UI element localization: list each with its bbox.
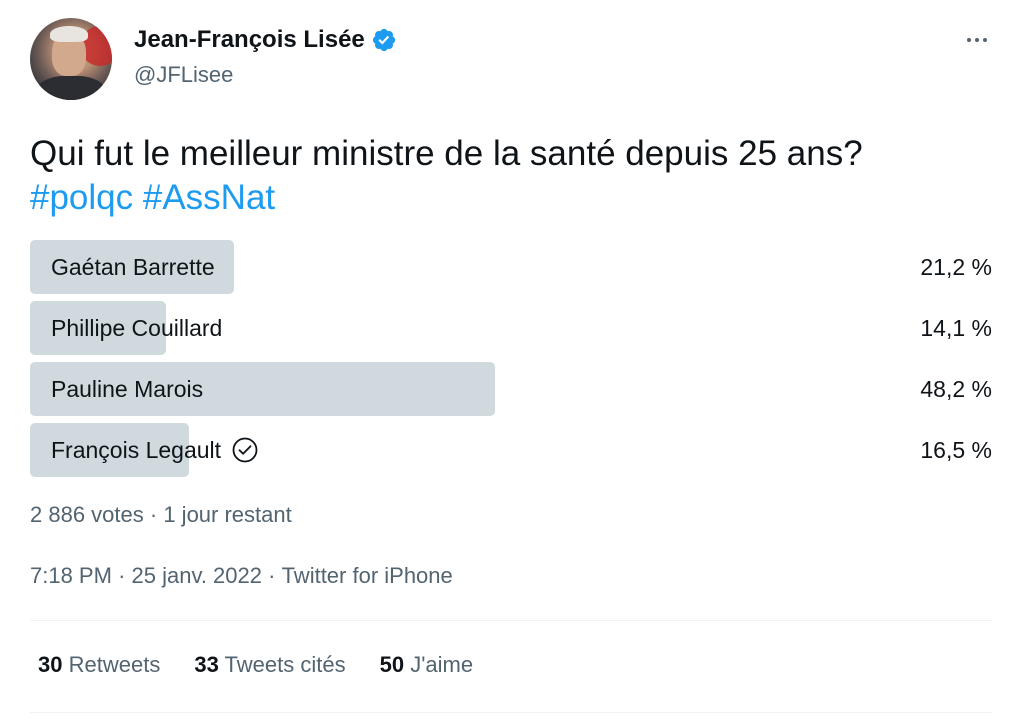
likes-count: 50	[379, 652, 405, 677]
poll-bar	[30, 240, 234, 294]
verified-badge-icon	[372, 28, 395, 52]
hashtag-assnat[interactable]: #AssNat	[142, 178, 276, 217]
quotes-count: 33	[194, 652, 219, 677]
tweet-source[interactable]: Twitter for iPhone	[281, 563, 453, 588]
poll-option-label: Pauline Marois	[51, 362, 203, 416]
poll-option-label: François Legault	[51, 423, 259, 477]
retweets-label: Retweets	[68, 652, 161, 677]
tweet-text: Qui fut le meilleur ministre de la santé…	[30, 132, 1000, 220]
hashtag-polqc[interactable]: #polqc	[30, 178, 134, 217]
poll-option-text: Gaétan Barrette	[51, 253, 215, 280]
poll-option-text: Pauline Marois	[51, 375, 204, 402]
separator: ·	[268, 563, 276, 588]
tweet-timestamp: 7:18 PM · 25 janv. 2022 · Twitter for iP…	[30, 563, 453, 589]
dot	[975, 38, 979, 42]
poll-option-label: Phillipe Couillard	[51, 301, 222, 355]
poll-option: Phillipe Couillard 14,1 %	[30, 301, 994, 355]
poll-option-percent: 14,1 %	[920, 314, 992, 341]
dot	[967, 38, 971, 42]
avatar[interactable]	[30, 18, 112, 100]
poll-option-text: François Legault	[51, 436, 222, 463]
likes-stat[interactable]: 50 J'aime	[380, 652, 474, 678]
poll-option-percent: 21,2 %	[920, 253, 992, 280]
quotes-label: Tweets cités	[224, 652, 346, 677]
avatar-suit	[36, 76, 106, 100]
checkmark-circle-icon	[232, 437, 258, 463]
author-name[interactable]: Jean-François Lisée	[134, 26, 397, 54]
author-handle[interactable]: @JFLisee	[134, 62, 234, 87]
tweet-date[interactable]: 25 janv. 2022	[131, 563, 262, 588]
likes-label: J'aime	[410, 652, 474, 677]
divider	[30, 620, 992, 621]
quote-tweets-stat[interactable]: 33 Tweets cités	[194, 652, 345, 678]
separator: ·	[118, 563, 126, 588]
poll-option-text: Phillipe Couillard	[51, 314, 223, 341]
tweet-time[interactable]: 7:18 PM	[30, 563, 112, 588]
author-name-text[interactable]: Jean-François Lisée	[134, 26, 365, 53]
poll-remaining: 1 jour restant	[163, 502, 292, 527]
separator: ·	[149, 502, 158, 527]
poll-bar	[30, 423, 189, 477]
poll-option: Gaétan Barrette 21,2 %	[30, 240, 994, 294]
dot	[983, 38, 987, 42]
avatar-hair	[50, 26, 88, 42]
poll-meta: 2 886 votes · 1 jour restant	[30, 502, 292, 528]
divider	[30, 712, 992, 713]
poll-option: François Legault 16,5 %	[30, 423, 994, 477]
retweets-stat[interactable]: 30 Retweets	[38, 652, 160, 678]
tweet-body: Qui fut le meilleur ministre de la santé…	[30, 134, 863, 173]
poll-votes: 2 886 votes	[30, 502, 144, 527]
poll-bar	[30, 301, 166, 355]
poll-bar	[30, 362, 495, 416]
poll-option-label: Gaétan Barrette	[51, 240, 215, 294]
more-options-icon[interactable]	[960, 28, 994, 52]
poll-option-percent: 16,5 %	[920, 436, 992, 463]
tweet-stats: 30 Retweets 33 Tweets cités 50 J'aime	[38, 652, 473, 678]
retweets-count: 30	[38, 652, 63, 677]
poll-option: Pauline Marois 48,2 %	[30, 362, 994, 416]
poll-option-percent: 48,2 %	[920, 375, 992, 402]
poll: Gaétan Barrette 21,2 % Phillipe Couillar…	[30, 240, 994, 484]
